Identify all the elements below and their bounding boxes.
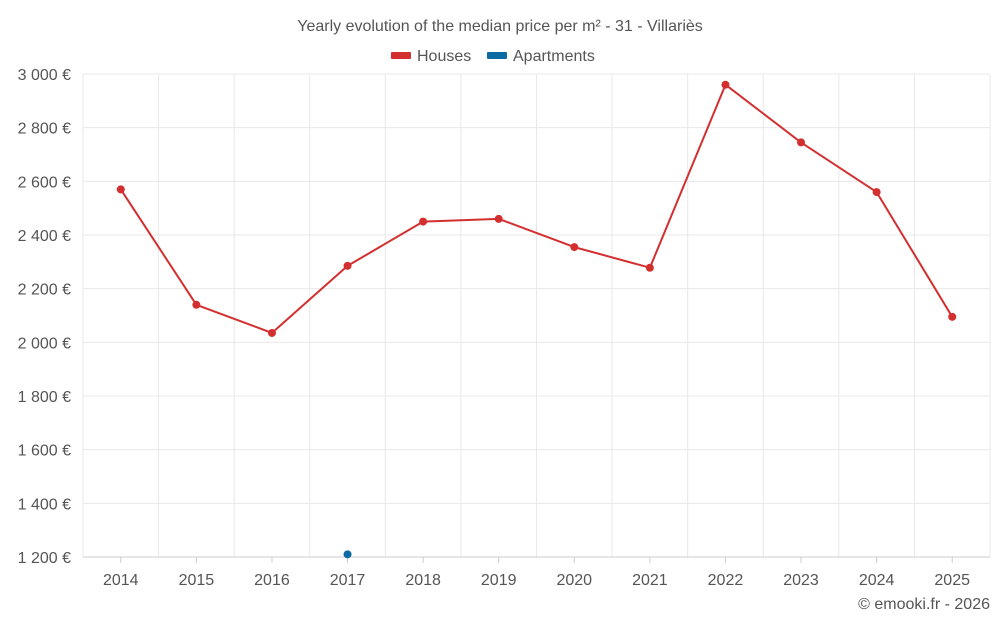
x-tick-label-2017: 2017 [330, 572, 366, 589]
data-point-houses-2020[interactable] [570, 243, 579, 252]
y-tick-label: 2 800 € [18, 121, 71, 138]
y-tick-label: 2 000 € [18, 335, 71, 352]
legend-item-apartments[interactable]: Apartments [487, 48, 595, 65]
y-tick-label: 2 200 € [18, 282, 71, 299]
series-line-houses [119, 83, 954, 334]
data-point-houses-2014[interactable] [116, 185, 125, 194]
x-tick-label-2018: 2018 [405, 572, 441, 589]
x-tick-label-2019: 2019 [481, 572, 517, 589]
data-point-houses-2015[interactable] [192, 300, 201, 309]
data-point-houses-2023[interactable] [797, 138, 806, 147]
data-point-houses-2021[interactable] [645, 263, 654, 272]
data-point-houses-2024[interactable] [872, 188, 881, 197]
legend-label-houses: Houses [417, 48, 471, 65]
data-point-houses-2018[interactable] [419, 217, 428, 226]
y-tick-label: 1 600 € [18, 443, 71, 460]
y-axis: 1 200 € 1 400 € 1 600 € 1 800 € 2 000 € 2 200… [18, 67, 71, 567]
y-tick-label: 1 200 € [18, 550, 71, 567]
data-point-houses-2022[interactable] [721, 80, 730, 89]
legend-swatch-houses [391, 52, 411, 59]
y-tick-label: 1 400 € [18, 496, 71, 513]
chart-title: Yearly evolution of the median price per… [297, 18, 703, 35]
legend-swatch-apartments [487, 52, 507, 59]
x-axis: 2014 2015 2016 2017 2018 2019 2020 2021 2022 2023… [83, 556, 990, 589]
legend: Houses Apartments [391, 48, 595, 65]
x-tick-label-2023: 2023 [783, 572, 819, 589]
data-point-houses-2019[interactable] [494, 214, 503, 223]
x-tick-label-2015: 2015 [179, 572, 215, 589]
x-tick-label-2021: 2021 [632, 572, 668, 589]
x-tick-label-2016: 2016 [254, 572, 290, 589]
data-point-houses-2025[interactable] [948, 312, 957, 321]
data-point-houses-2016[interactable] [267, 328, 276, 337]
x-tick-label-2025: 2025 [934, 572, 970, 589]
data-point-houses-2017[interactable] [343, 261, 352, 270]
x-tick-label-2014: 2014 [103, 572, 139, 589]
y-tick-label: 2 600 € [18, 174, 71, 191]
grid [82, 73, 991, 557]
data-point-apartments-2017[interactable] [343, 550, 352, 559]
legend-item-houses[interactable]: Houses [391, 48, 471, 65]
y-tick-label: 2 400 € [18, 228, 71, 245]
y-tick-label: 1 800 € [18, 389, 71, 406]
x-tick-label-2022: 2022 [708, 572, 744, 589]
y-tick-label: 3 000 € [18, 67, 71, 84]
series-layer [116, 80, 957, 559]
x-tick-label-2020: 2020 [556, 572, 592, 589]
credit-text: © emooki.fr - 2026 [858, 596, 990, 613]
legend-label-apartments: Apartments [513, 48, 595, 65]
x-tick-label-2024: 2024 [859, 572, 895, 589]
